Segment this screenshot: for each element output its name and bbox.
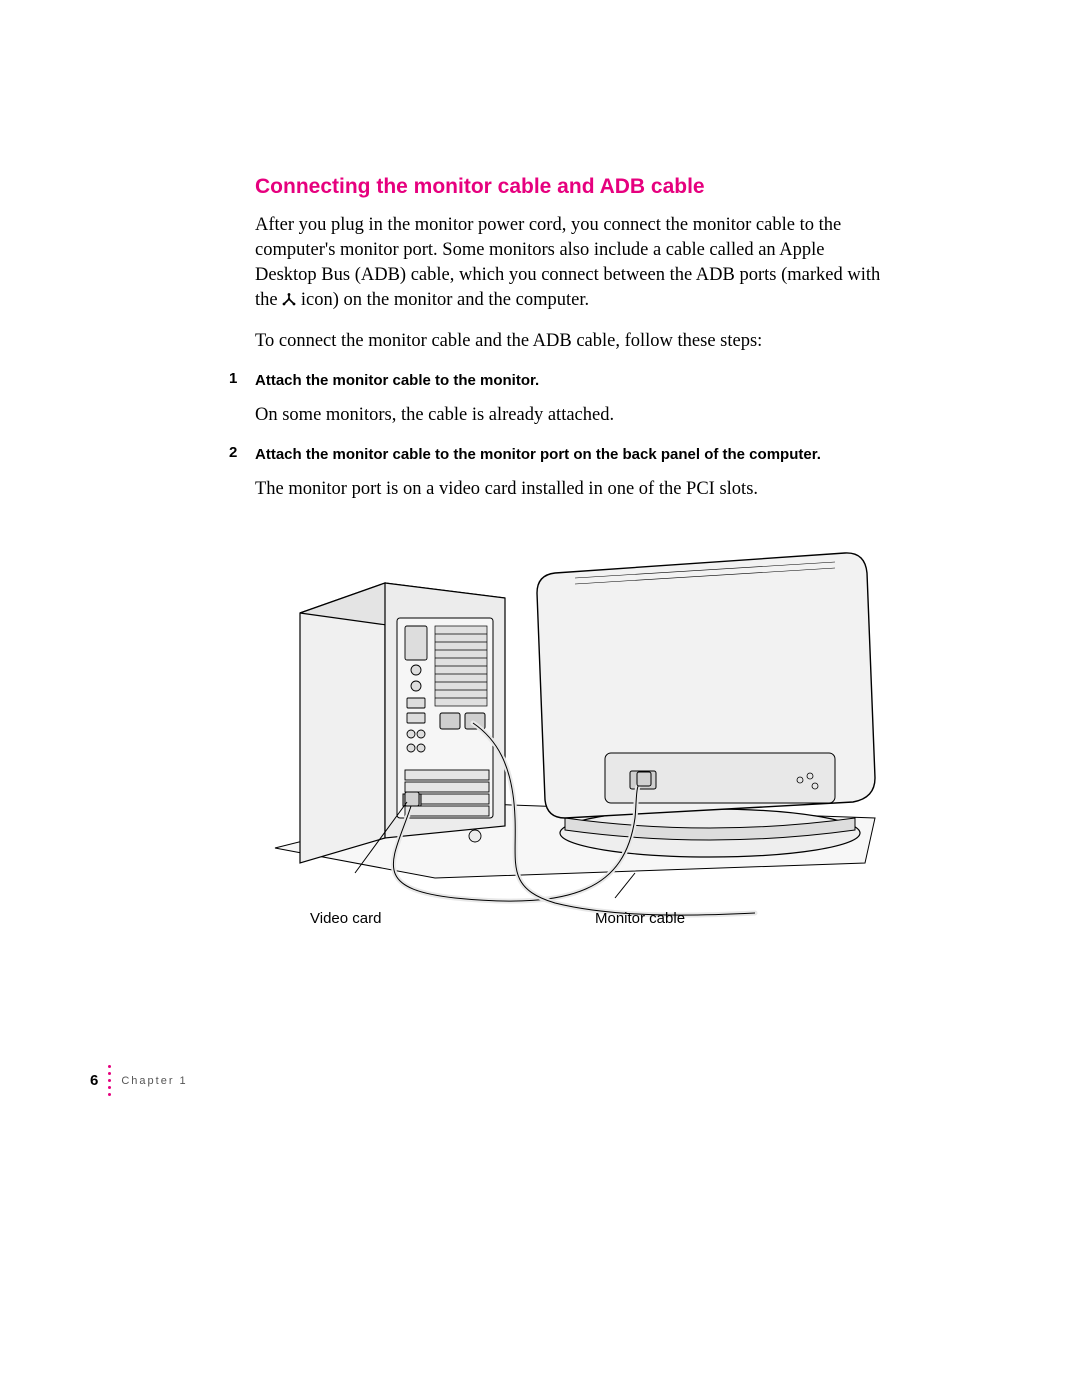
connection-diagram: Video card Monitor cable — [255, 518, 885, 938]
page-number: 6 — [90, 1072, 98, 1089]
callout-monitor-cable: Monitor cable — [595, 910, 685, 927]
step-1-number: 1 — [229, 370, 237, 387]
step-2-after: The monitor port is on a video card inst… — [255, 477, 885, 502]
step-2: 2 Attach the monitor cable to the monito… — [255, 444, 885, 465]
step-1-after: On some monitors, the cable is already a… — [255, 403, 885, 428]
section-heading: Connecting the monitor cable and ADB cab… — [255, 175, 885, 199]
paragraph-1: After you plug in the monitor power cord… — [255, 213, 885, 313]
step-2-number: 2 — [229, 444, 237, 461]
footer-dots — [108, 1065, 111, 1096]
step-1: 1 Attach the monitor cable to the monito… — [255, 370, 885, 391]
adb-icon — [282, 293, 296, 307]
paragraph-2: To connect the monitor cable and the ADB… — [255, 329, 885, 354]
callout-video-card: Video card — [310, 910, 381, 927]
chapter-label: Chapter 1 — [121, 1075, 187, 1087]
paragraph-1b: icon) on the monitor and the computer. — [296, 290, 589, 310]
page-footer: 6 Chapter 1 — [90, 1065, 188, 1096]
step-1-label: Attach the monitor cable to the monitor. — [255, 370, 885, 391]
step-2-label: Attach the monitor cable to the monitor … — [255, 444, 885, 465]
